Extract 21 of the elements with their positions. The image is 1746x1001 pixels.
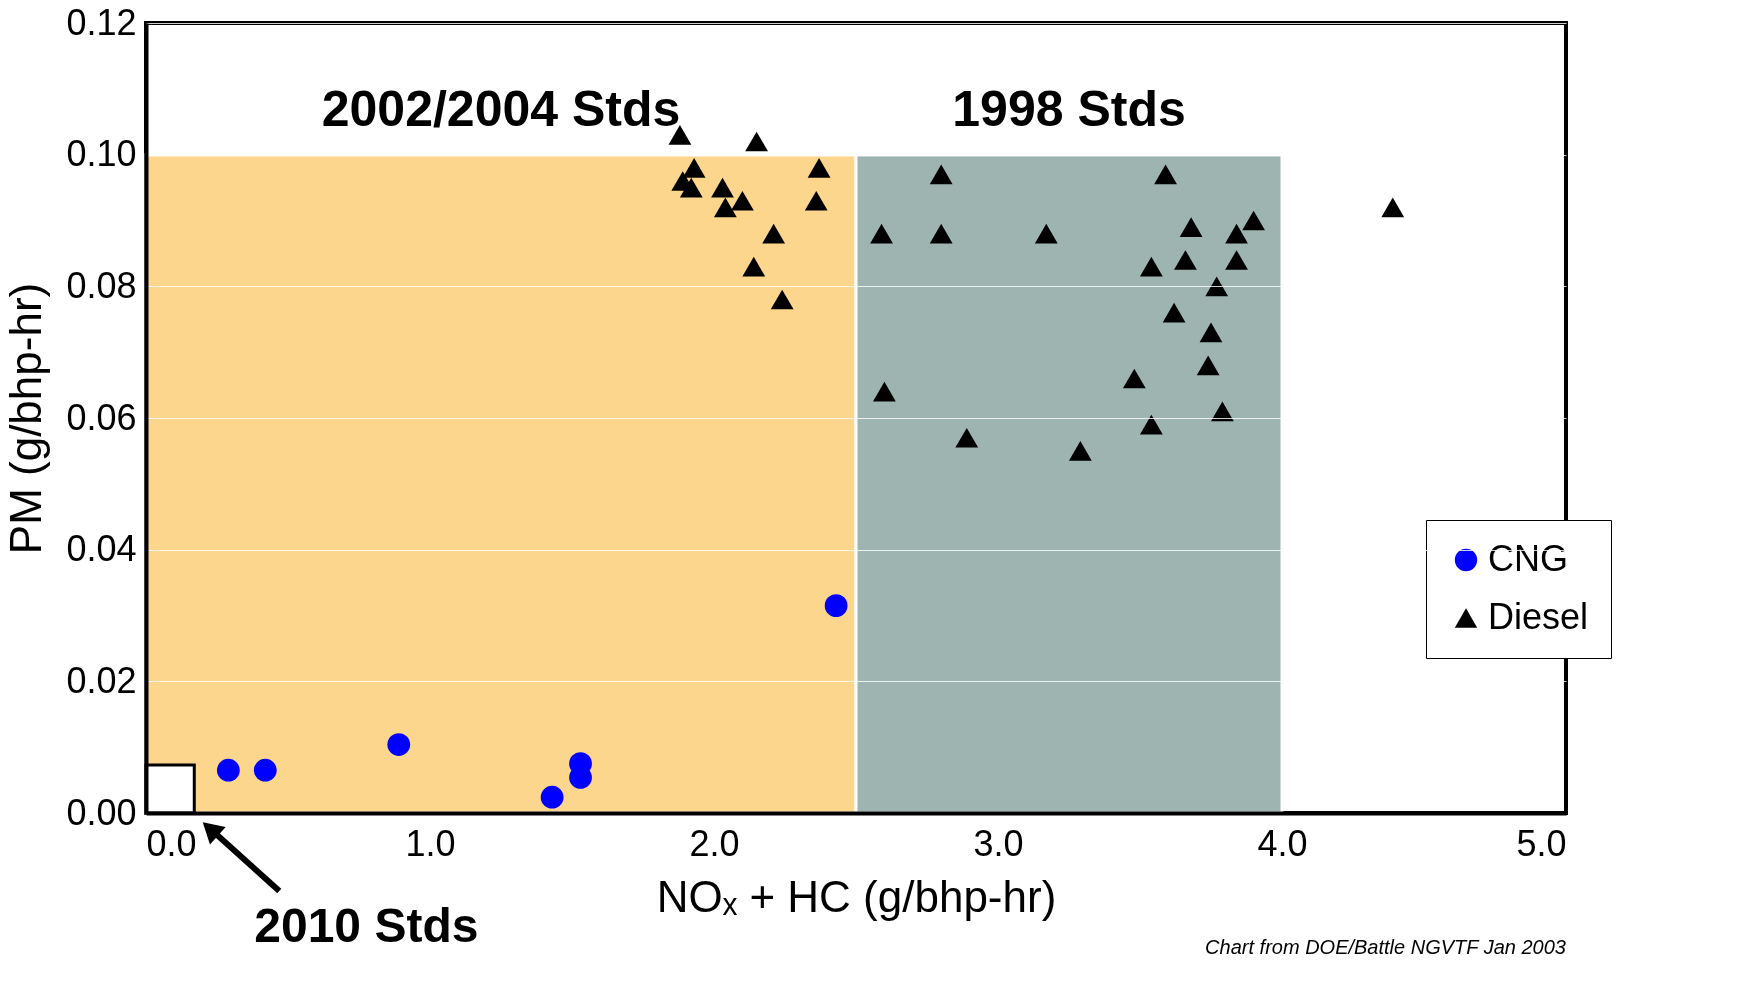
x-tick-label: 2.0 — [689, 822, 740, 864]
band-label: 1998 Stds — [952, 81, 1186, 137]
x-tick-label: 5.0 — [1516, 822, 1567, 864]
x-axis-title: NOₓ + HC (g/bhp-hr) — [656, 871, 1057, 921]
band-label: 2010 Stds — [254, 899, 479, 952]
y-tick-label: 0.10 — [66, 133, 137, 175]
y-tick-label: 0.12 — [66, 1, 137, 43]
x-tick-label: 0.0 — [146, 822, 197, 864]
y-tick-label: 0.04 — [66, 528, 137, 570]
y-axis-title: PM (g/bhp-hr) — [1, 282, 51, 555]
y-tick-label: 0.08 — [66, 264, 137, 306]
y-tick-label: 0.06 — [66, 396, 137, 438]
x-tick-label: 1.0 — [405, 822, 456, 864]
x-tick-label: 3.0 — [973, 822, 1024, 864]
x-tick-label: 4.0 — [1257, 822, 1308, 864]
legend-label: Diesel — [1488, 596, 1589, 637]
text: Chart from DOE/Battle NGVTF Jan 2003 — [1205, 936, 1566, 958]
y-tick-label: 0.02 — [66, 659, 137, 701]
legend-label: CNG — [1488, 538, 1568, 579]
band-label: 2002/2004 Stds — [321, 81, 681, 137]
y-tick-label: 0.00 — [66, 791, 137, 833]
